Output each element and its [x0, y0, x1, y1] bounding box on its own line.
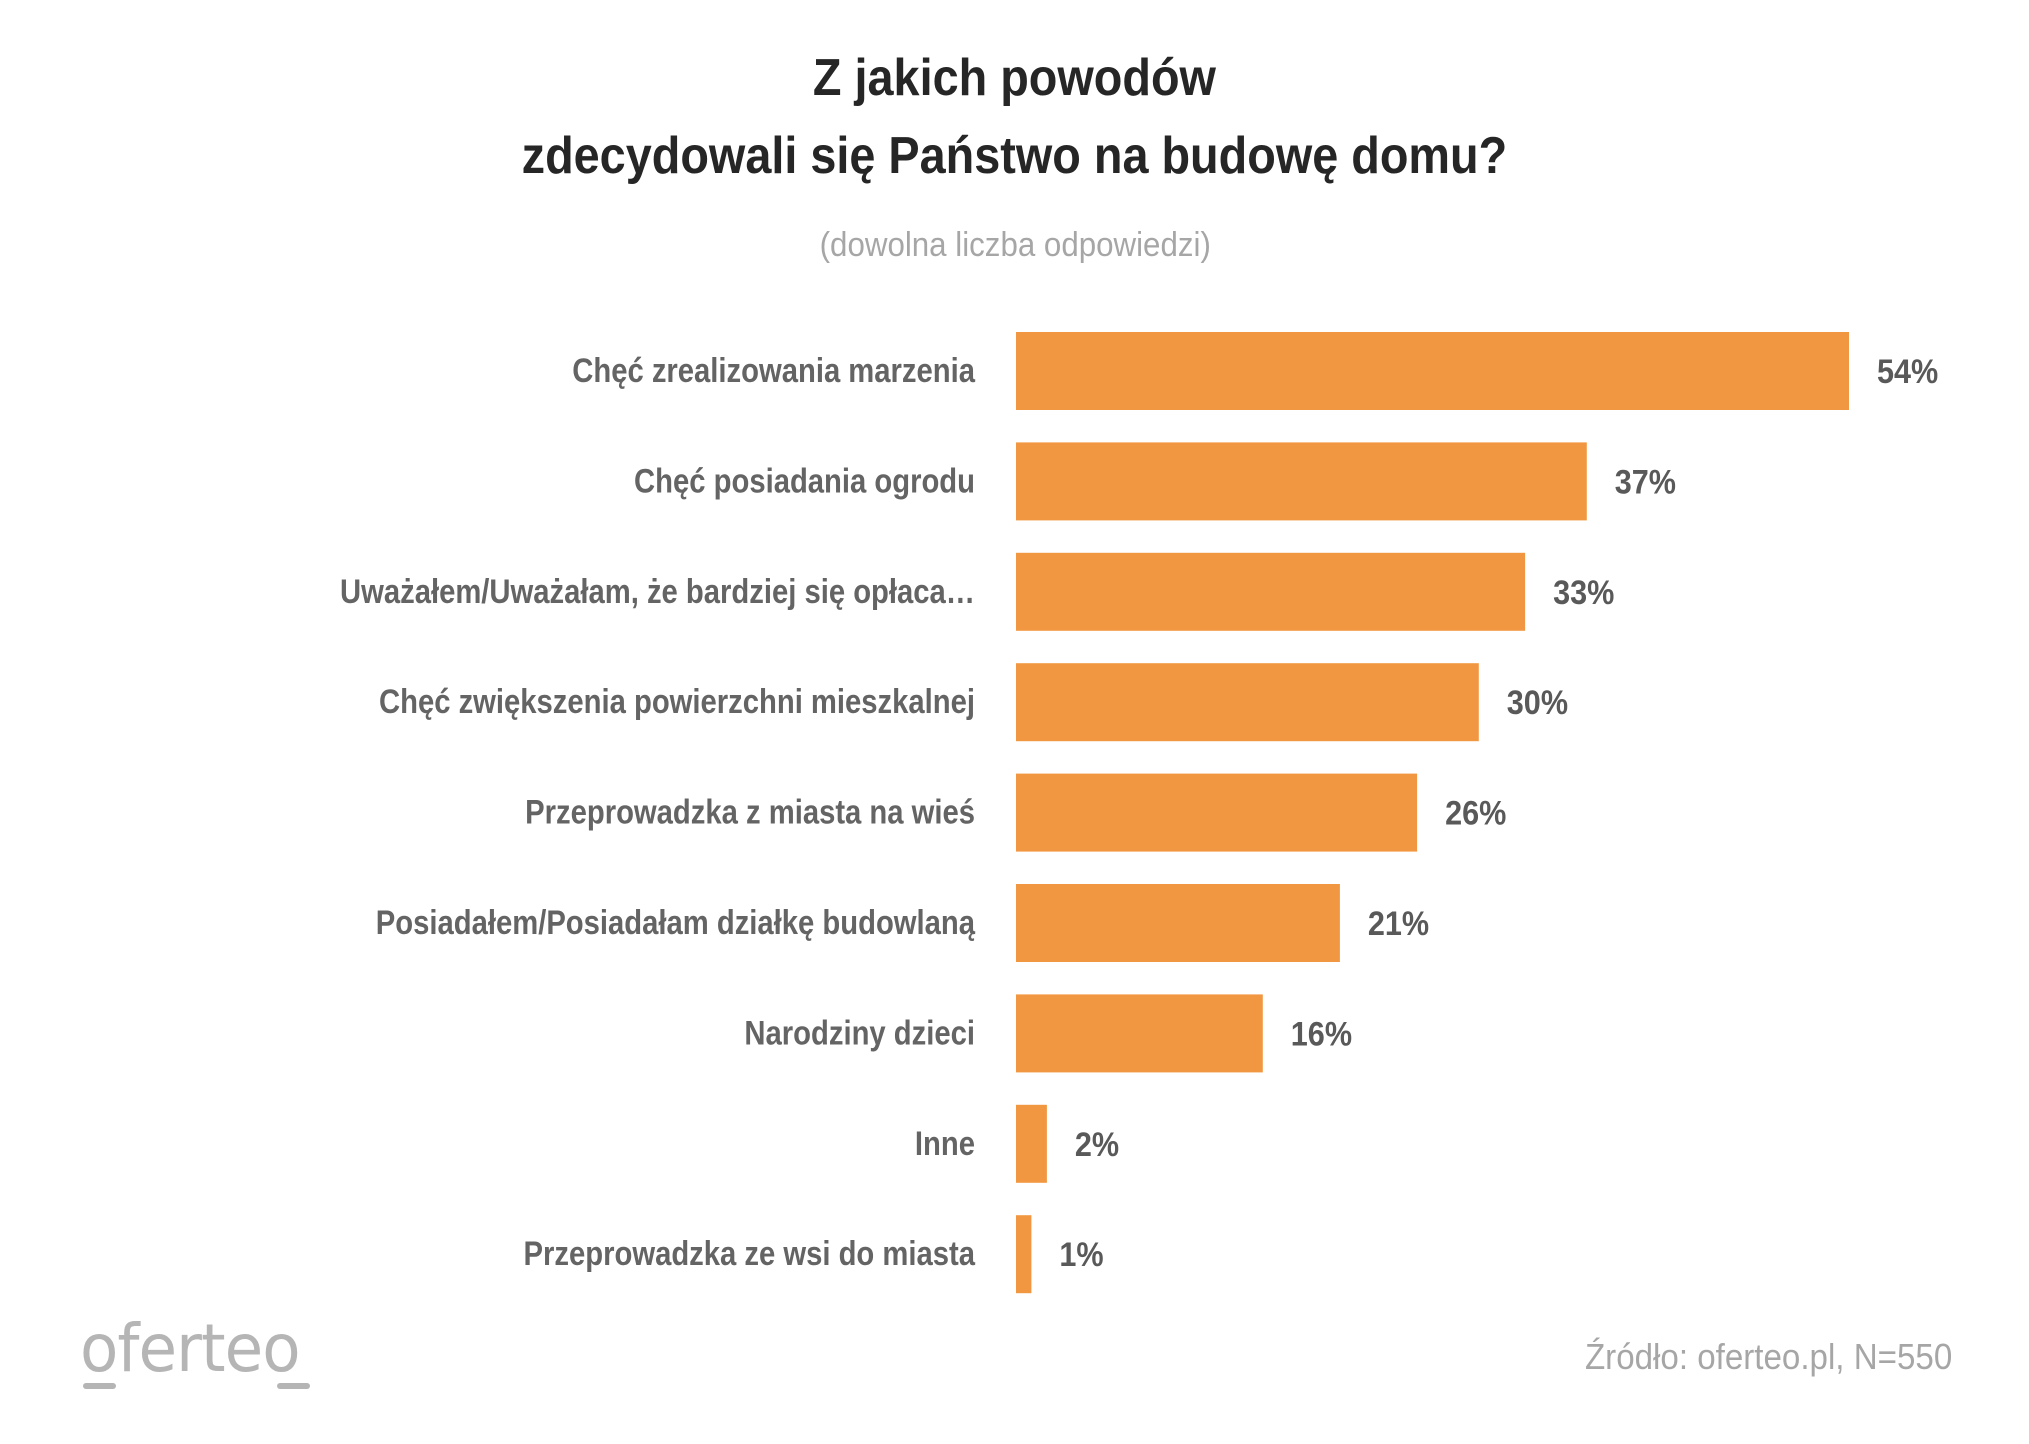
category-label: Chęć posiadania ogrodu [634, 461, 975, 500]
bar [1016, 773, 1418, 852]
category-label: Chęć zrealizowania marzenia [572, 351, 975, 390]
value-label: 54% [1877, 353, 1938, 391]
source-note: Źródło: oferteo.pl, N=550 [1584, 1336, 1952, 1377]
bar [1016, 552, 1526, 631]
category-label: Przeprowadzka z miasta na wieś [525, 793, 975, 832]
logo-wordmark: oferteo [80, 1310, 301, 1387]
bar [1016, 332, 1849, 410]
bar [1016, 884, 1340, 962]
value-label: 37% [1615, 463, 1676, 501]
bar [1016, 1104, 1047, 1183]
bar [1016, 1215, 1032, 1294]
logo-underline-right [277, 1383, 310, 1389]
category-label: Narodziny dzieci [744, 1013, 975, 1052]
bars-group: Chęć zrealizowania marzenia 54% Chęć posia… [340, 332, 1938, 1294]
value-label: 21% [1368, 905, 1429, 943]
chart-title-line-2: zdecydowali się Państwo na budowę domu? [521, 127, 1508, 185]
category-label: Posiadałem/Posiadałam działkę budowlaną [376, 903, 976, 942]
category-label: Chęć zwiększenia powierzchni mieszkalnej [379, 682, 975, 721]
category-label: Przeprowadzka ze wsi do miasta [524, 1234, 976, 1273]
value-label: 1% [1059, 1236, 1103, 1274]
category-label: Uważałem/Uważałam, że bardziej się opłac… [340, 572, 975, 611]
bar [1016, 994, 1263, 1073]
value-label: 16% [1291, 1015, 1352, 1053]
value-label: 26% [1445, 794, 1506, 832]
bar [1016, 442, 1587, 521]
oferteo-logo: oferteo [80, 1310, 320, 1400]
logo-underline-left [83, 1383, 116, 1389]
chart-subtitle: (dowolna liczba odpowiedzi) [819, 226, 1211, 264]
bar [1016, 663, 1479, 742]
chart-title-line-1: Z jakich powodów [812, 49, 1216, 107]
value-label: 30% [1507, 684, 1568, 722]
value-label: 2% [1075, 1125, 1119, 1163]
category-label: Inne [915, 1124, 975, 1163]
value-label: 33% [1553, 573, 1614, 611]
